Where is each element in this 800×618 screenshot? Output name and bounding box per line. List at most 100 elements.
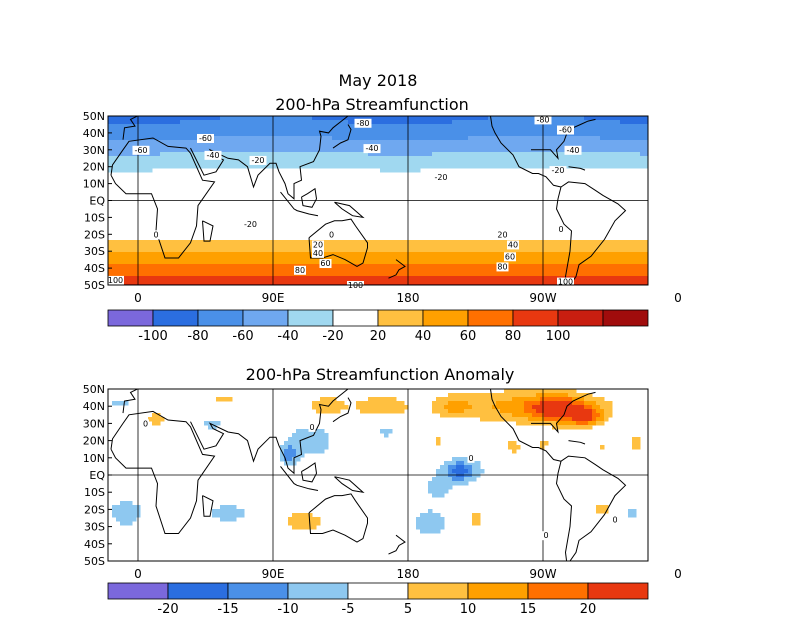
contour-label-bg — [467, 453, 475, 463]
anomaly-colorbar: -20 -15 -10 -5 5 10 15 20 — [107, 582, 649, 617]
coastline-5 — [301, 187, 318, 208]
y-tick-label: EQ — [89, 469, 105, 482]
colorbar-swatch — [407, 582, 469, 600]
colorbar-swatch — [557, 309, 604, 327]
contour-label-bg — [132, 145, 150, 155]
y-tick-label: 50N — [83, 110, 105, 123]
contour-label: 40 — [313, 249, 323, 258]
contour-label: -20 — [551, 166, 564, 175]
y-tick-label: 20N — [83, 161, 105, 174]
colorbar-label: -10 — [277, 602, 298, 617]
colorbar-label: -5 — [342, 602, 355, 617]
contour-label-bg — [249, 155, 267, 165]
colorbar-swatch — [602, 309, 649, 327]
y-tick-label: 30S — [84, 521, 105, 534]
contour-label-bg — [507, 240, 519, 250]
contour-label-bg — [542, 531, 550, 541]
x-tick-label: 90E — [262, 291, 285, 305]
contour-label-bg — [504, 252, 516, 262]
coastline-12 — [568, 166, 586, 171]
contour-label: 20 — [497, 230, 507, 239]
colorbar-label: 10 — [460, 602, 477, 617]
colorbar-swatch — [242, 309, 289, 327]
contour-label: -60 — [559, 126, 572, 135]
coastline-5 — [301, 462, 318, 483]
contour-label-bg — [204, 150, 222, 160]
contour-label-bg — [496, 262, 509, 272]
contour-label: -20 — [244, 220, 257, 229]
colorbar-label: 80 — [505, 329, 522, 344]
anomaly-map-panel: 0 0 0 0 0 50N 40N 30N 20N 10N EQ 10S 20S 30S 40S 50S 0 90… — [83, 383, 682, 581]
colorbar-swatch — [467, 309, 514, 327]
x-tick-label: 0 — [674, 567, 682, 581]
colorbar-label: 20 — [580, 602, 597, 617]
contour-label: -40 — [365, 144, 378, 153]
colorbar-label: 100 — [546, 329, 571, 344]
streamfunction-colorbar: -100 -80 -60 -40 -20 20 40 60 80 100 — [107, 309, 649, 344]
coastline-4 — [280, 191, 319, 217]
y-tick-label: 50S — [84, 555, 105, 568]
contour-label-bg — [557, 125, 574, 135]
y-tick-label: 10S — [84, 211, 105, 224]
contour-label-bg — [611, 515, 619, 525]
contour-label: -80 — [536, 115, 549, 124]
contour-label-bg — [242, 220, 259, 230]
colorbar-swatch — [227, 582, 289, 600]
colorbar-label: -100 — [138, 329, 168, 344]
contour-label-bg — [363, 144, 381, 154]
contour-label: 100 — [558, 278, 573, 287]
contour-label-bg — [534, 115, 552, 125]
contour-label: 0 — [329, 230, 334, 239]
x-tick-label: 90W — [529, 567, 556, 581]
contour-label: 0 — [143, 419, 148, 428]
colorbar-label: -15 — [217, 602, 238, 617]
contour-label: 0 — [153, 230, 158, 239]
contour-label: 60 — [320, 259, 330, 268]
coastline-6 — [334, 476, 365, 493]
contour-label-bg — [142, 419, 149, 429]
contour-label-bg — [549, 166, 567, 176]
y-tick-label: 30S — [84, 245, 105, 258]
coastline-10 — [531, 391, 596, 434]
colorbar-swatch — [527, 582, 589, 600]
coastline-7 — [332, 124, 352, 149]
colorbar-swatch — [422, 309, 469, 327]
colorbar-swatch — [512, 309, 559, 327]
contour-label-bg — [294, 265, 306, 275]
y-tick-label: 10S — [84, 486, 105, 499]
colorbar-label: -20 — [157, 602, 178, 617]
contour-label: 0 — [543, 531, 548, 540]
contour-label-bg — [557, 277, 574, 287]
x-tick-label: 180 — [397, 567, 420, 581]
contour-label: -20 — [251, 156, 264, 165]
coastline-14 — [388, 534, 406, 555]
coastline-13 — [202, 495, 214, 517]
figure-title-month: May 2018 — [339, 71, 418, 90]
contour-label: -40 — [566, 146, 579, 155]
coastline-4 — [280, 466, 319, 491]
y-tick-label: 50N — [83, 383, 105, 396]
contour-label: -80 — [356, 119, 369, 128]
colorbar-label: -20 — [322, 329, 343, 344]
y-tick-label: 40S — [84, 538, 105, 551]
x-tick-label: 0 — [134, 291, 142, 305]
y-tick-label: 40N — [83, 127, 105, 140]
colorbar-label: 20 — [370, 329, 387, 344]
coastline-6 — [334, 201, 365, 219]
contour-label: 80 — [497, 262, 507, 271]
coastline-10 — [531, 118, 596, 160]
colorbar-swatch — [287, 309, 334, 327]
contour-label-bg — [328, 230, 335, 240]
coastline-13 — [202, 220, 214, 242]
contour-label-bg — [564, 145, 582, 155]
colorbar-swatch — [287, 582, 349, 600]
y-tick-label: 10N — [83, 452, 105, 465]
coastline-14 — [388, 259, 406, 279]
coastline-3 — [308, 218, 368, 267]
colorbar-label: 5 — [404, 602, 412, 617]
y-tick-label: 10N — [83, 178, 105, 191]
contour-label-bg — [312, 240, 324, 250]
y-tick-label: 20S — [84, 228, 105, 241]
y-tick-label: 20S — [84, 503, 105, 516]
coastline-1 — [122, 389, 198, 414]
